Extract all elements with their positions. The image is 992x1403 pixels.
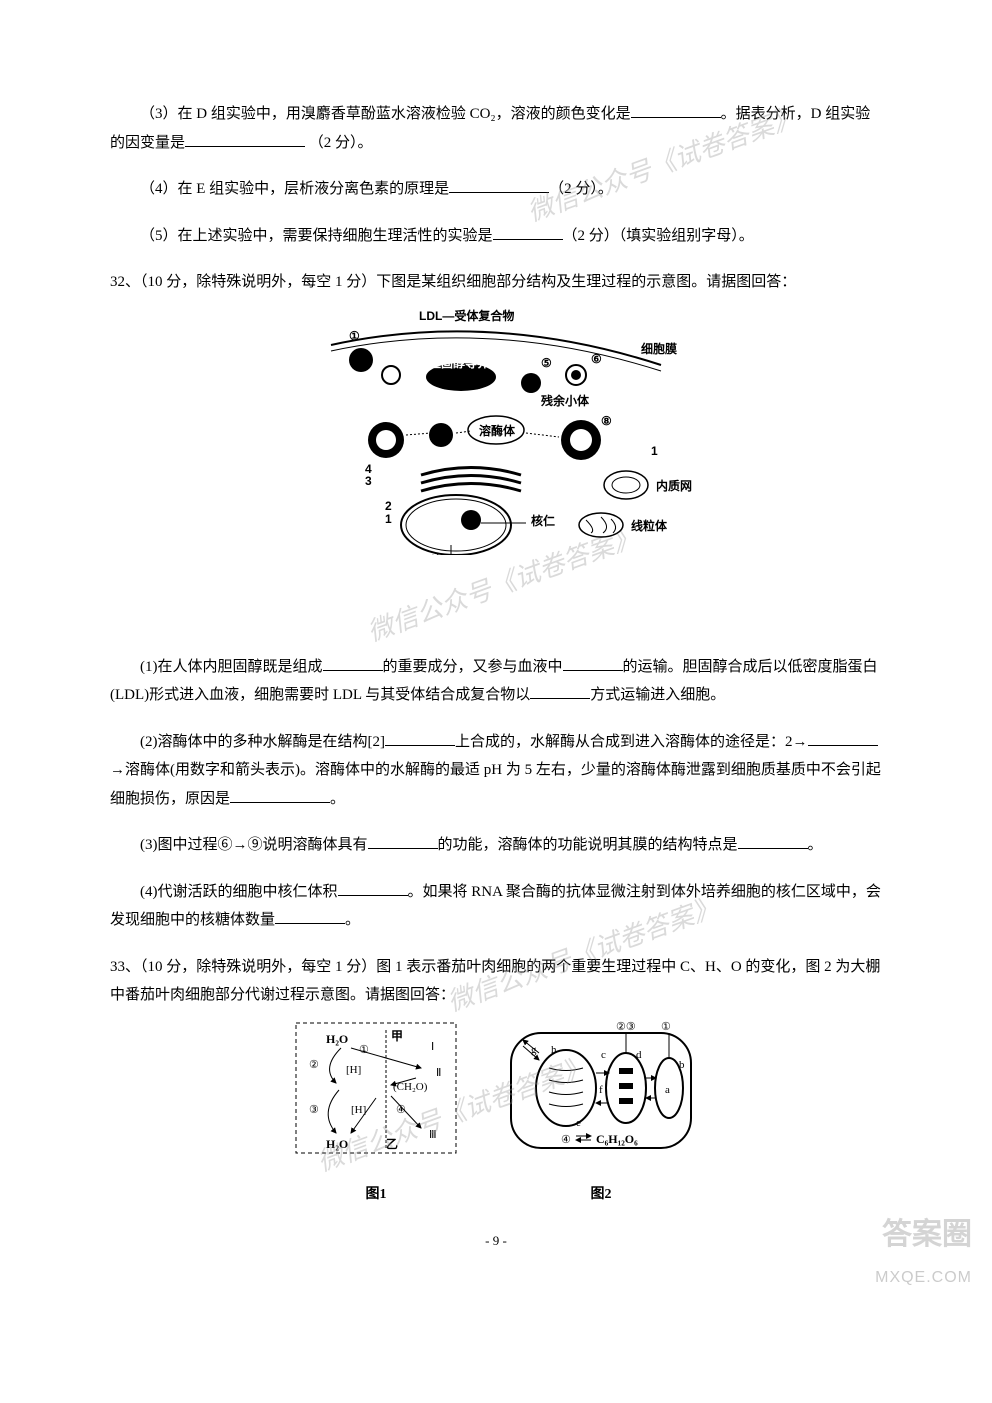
q32-3-b: 的功能，溶酶体的功能说明其膜的结构特点是 <box>438 837 738 853</box>
q32-2-a: (2)溶酶体中的多种水解酶是在结构[2] <box>140 734 385 750</box>
q32-2-b: 上合成的，水解酶从合成到进入溶酶体的途径是：2→ <box>455 734 808 750</box>
svg-text:1: 1 <box>385 512 392 526</box>
q32-4-a: (4)代谢活跃的细胞中核仁体积 <box>140 884 338 900</box>
q32-sub4: (4)代谢活跃的细胞中核仁体积。如果将 RNA 聚合酶的抗体显微注射到体外培养细… <box>110 878 882 935</box>
blank <box>338 879 408 896</box>
svg-text:LDL—受体复合物: LDL—受体复合物 <box>419 308 514 323</box>
q3-text-c: （2 分）。 <box>309 135 373 151</box>
q32-3-c: 。 <box>808 837 823 853</box>
blank <box>323 654 383 671</box>
svg-text:⑥: ⑥ <box>591 352 602 366</box>
svg-text:c: c <box>601 1049 606 1061</box>
svg-text:核仁: 核仁 <box>531 513 555 528</box>
svg-text:染色质: 染色质 <box>430 553 467 555</box>
q32-1-b: 的重要成分，又参与血液中 <box>383 659 563 675</box>
figure-row: H₂O 甲 ② [H] ③ H₂O 乙 (CH₂O) Ⅰ Ⅱ Ⅲ ① ④ [H] <box>110 1018 882 1209</box>
svg-text:Ⅲ: Ⅲ <box>429 1129 437 1141</box>
q32-intro-text: 32、（10 分，除特殊说明外，每空 1 分）下图是某组织细胞部分结构及生理过程… <box>110 274 796 290</box>
q32-1-d: 方式运输进入细胞。 <box>590 687 725 703</box>
corner-stamp: 答案圈 MXQE.COM <box>875 1206 972 1293</box>
svg-text:内质网: 内质网 <box>656 478 692 493</box>
blank <box>493 223 563 240</box>
svg-text:乙: 乙 <box>386 1137 398 1151</box>
question-4: （4）在 E 组实验中，层析液分离色素的原理是 （2 分）。 <box>110 175 882 204</box>
svg-text:a: a <box>665 1084 670 1096</box>
svg-text:细胞膜: 细胞膜 <box>641 341 677 356</box>
svg-text:①: ① <box>661 1021 671 1033</box>
blank <box>275 908 345 925</box>
svg-text:①: ① <box>349 329 360 343</box>
q32-2-c: →溶酶体(用数字和箭头表示)。溶酶体中的水解酶的最适 pH 为 5 左右，少量的… <box>110 762 881 807</box>
q5-text-b: （2 分）（填实验组别字母）。 <box>563 228 754 244</box>
q32-sub3: (3)图中过程⑥→⑨说明溶酶体具有 的功能，溶酶体的功能说明其膜的结构特点是 。 <box>110 831 882 860</box>
svg-text:h: h <box>551 1044 557 1056</box>
blank <box>449 177 549 194</box>
blank <box>368 833 438 850</box>
blank <box>738 833 808 850</box>
q32-3-a: (3)图中过程⑥→⑨说明溶酶体具有 <box>140 837 368 853</box>
svg-text:e: e <box>576 1117 581 1129</box>
figure-1: H₂O 甲 ② [H] ③ H₂O 乙 (CH₂O) Ⅰ Ⅱ Ⅲ ① ④ [H] <box>291 1018 461 1209</box>
blank <box>385 729 455 746</box>
svg-text:1: 1 <box>651 444 658 458</box>
svg-text:H₂O: H₂O <box>326 1032 348 1046</box>
svg-text:[H]: [H] <box>346 1064 361 1076</box>
blank <box>563 654 623 671</box>
svg-text:Ⅰ: Ⅰ <box>431 1041 434 1053</box>
svg-text:b: b <box>679 1059 685 1071</box>
q33-intro-text: 33、（10 分，除特殊说明外，每空 1 分）图 1 表示番茄叶肉细胞的两个重要… <box>110 959 880 1004</box>
svg-text:H₂O: H₂O <box>326 1137 348 1151</box>
blank <box>808 729 878 746</box>
blank <box>230 786 330 803</box>
svg-text:C₆H₁₂O₆: C₆H₁₂O₆ <box>596 1132 638 1146</box>
cell-diagram-figure: ① ⑤ ⑥ ⑧ 1 4 3 2 1 LDL—受体复合物 胆固醇等养分 残余小体 … <box>110 305 882 555</box>
question-3: （3）在 D 组实验中，用溴麝香草酚蓝水溶液检验 CO₂，溶液的颜色变化是。据表… <box>110 100 882 157</box>
svg-text:①: ① <box>359 1044 369 1056</box>
figure-2: a ②③ ① g h c d b f e ④ C₆H₁₂O₆ <box>501 1018 701 1209</box>
corner-badge: 答案圈 <box>875 1206 972 1263</box>
q4-text-b: （2 分）。 <box>549 181 613 197</box>
q32-4-c: 。 <box>345 912 360 928</box>
q5-text-a: （5）在上述实验中，需要保持细胞生理活性的实验是 <box>140 228 493 244</box>
blank <box>631 102 721 119</box>
svg-text:胆固醇等养分: 胆固醇等养分 <box>429 355 501 370</box>
question-5: （5）在上述实验中，需要保持细胞生理活性的实验是 （2 分）（填实验组别字母）。 <box>110 222 882 251</box>
blank <box>185 130 305 147</box>
svg-text:d: d <box>636 1049 642 1061</box>
q4-text-a: （4）在 E 组实验中，层析液分离色素的原理是 <box>140 181 449 197</box>
svg-text:f: f <box>599 1084 603 1096</box>
svg-text:线粒体: 线粒体 <box>631 518 668 533</box>
question-32-intro: 32、（10 分，除特殊说明外，每空 1 分）下图是某组织细胞部分结构及生理过程… <box>110 268 882 297</box>
svg-text:②③: ②③ <box>616 1021 636 1033</box>
svg-text:溶酶体: 溶酶体 <box>479 423 516 438</box>
q3-text-a: （3）在 D 组实验中，用溴麝香草酚蓝水溶液检验 CO₂，溶液的颜色变化是 <box>140 106 631 122</box>
svg-text:2: 2 <box>385 499 392 513</box>
svg-text:3: 3 <box>365 474 372 488</box>
svg-text:②: ② <box>309 1059 319 1071</box>
q32-sub2: (2)溶酶体中的多种水解酶是在结构[2] 上合成的，水解酶从合成到进入溶酶体的途径… <box>110 728 882 814</box>
svg-text:Ⅱ: Ⅱ <box>436 1067 441 1079</box>
svg-text:甲: 甲 <box>391 1029 403 1043</box>
fig2-caption: 图2 <box>501 1182 701 1209</box>
question-33-intro: 33、（10 分，除特殊说明外，每空 1 分）图 1 表示番茄叶肉细胞的两个重要… <box>110 953 882 1010</box>
svg-text:⑤: ⑤ <box>541 356 552 370</box>
page-number: - 9 - <box>110 1229 882 1254</box>
corner-url: MXQE.COM <box>875 1263 972 1293</box>
q32-sub1: (1)在人体内胆固醇既是组成的重要成分，又参与血液中的运输。胆固醇合成后以低密度… <box>110 653 882 710</box>
fig1-caption: 图1 <box>291 1182 461 1209</box>
svg-text:③: ③ <box>309 1104 319 1116</box>
svg-text:④: ④ <box>561 1134 571 1146</box>
q32-2-d: 。 <box>330 791 345 807</box>
blank <box>530 683 590 700</box>
svg-text:⑧: ⑧ <box>601 414 612 428</box>
svg-text:残余小体: 残余小体 <box>541 393 590 408</box>
q32-1-a: (1)在人体内胆固醇既是组成 <box>140 659 323 675</box>
